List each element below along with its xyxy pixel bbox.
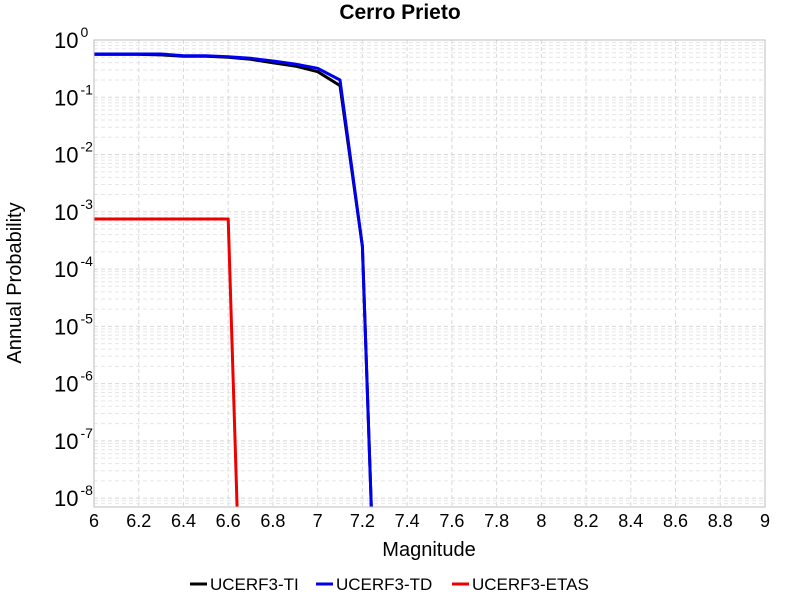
legend: UCERF3-TI UCERF3-TD UCERF3-ETAS [190, 575, 589, 594]
x-axis: 6 6.2 6.4 6.6 6.8 7 7.2 7.4 7.6 7.8 8 8.2 8.4 8.6 8.8 9 [89, 511, 770, 531]
x-tick-label: 8.8 [708, 511, 733, 531]
y-tick-base: 10 [54, 429, 78, 454]
y-tick-label: 10 -7 [54, 425, 93, 454]
x-tick-label: 6.8 [260, 511, 285, 531]
y-tick-label: 10 -4 [54, 253, 93, 282]
y-tick-exponent: -2 [80, 139, 93, 155]
x-tick-label: 6.2 [126, 511, 151, 531]
x-tick-label: 6 [89, 511, 99, 531]
y-tick-exponent: -3 [80, 196, 93, 212]
x-tick-label: 8 [536, 511, 546, 531]
x-axis-label: Magnitude [382, 539, 475, 561]
x-tick-label: 7 [313, 511, 323, 531]
y-tick-base: 10 [54, 372, 78, 397]
y-tick-exponent: -1 [80, 81, 93, 97]
y-tick-base: 10 [54, 200, 78, 225]
chart-title: Cerro Prieto [339, 1, 460, 24]
y-tick-exponent: -8 [80, 482, 93, 498]
x-tick-label: 6.6 [216, 511, 241, 531]
y-tick-base: 10 [54, 143, 78, 168]
y-tick-exponent: 0 [80, 24, 88, 40]
y-tick-label: 10 -8 [54, 482, 93, 511]
x-tick-label: 8.2 [574, 511, 599, 531]
y-tick-label: 10 -2 [54, 139, 93, 168]
x-tick-label: 7.2 [350, 511, 375, 531]
y-tick-base: 10 [54, 85, 78, 110]
y-tick-label: 10 -1 [54, 81, 93, 110]
series-line-ucerf3-td [94, 52, 373, 508]
series-line-ucerf3-etas [94, 217, 239, 508]
series-line-ucerf3-ti [94, 52, 373, 508]
x-tick-label: 7.8 [484, 511, 509, 531]
x-tick-label: 8.4 [618, 511, 643, 531]
x-tick-label: 9 [760, 511, 770, 531]
x-tick-label: 7.6 [439, 511, 464, 531]
legend-label-ucerf3-ti: UCERF3-TI [210, 575, 299, 594]
y-tick-label: 10 -6 [54, 368, 93, 397]
y-tick-exponent: -4 [80, 253, 93, 269]
y-tick-label: 10 -3 [54, 196, 93, 225]
plot-area [94, 52, 373, 508]
y-axis-label: Annual Probability [4, 202, 26, 363]
y-tick-base: 10 [54, 314, 78, 339]
x-tick-label: 7.4 [395, 511, 420, 531]
x-tick-label: 6.4 [171, 511, 196, 531]
plot-frame [93, 39, 766, 508]
y-tick-base: 10 [54, 486, 78, 511]
x-tick-label: 8.6 [663, 511, 688, 531]
legend-label-ucerf3-td: UCERF3-TD [336, 575, 432, 594]
y-tick-exponent: -6 [80, 368, 93, 384]
y-tick-label: 10 0 [54, 24, 88, 53]
y-tick-base: 10 [54, 28, 78, 53]
legend-label-ucerf3-etas: UCERF3-ETAS [472, 575, 589, 594]
y-tick-exponent: -7 [80, 425, 93, 441]
y-tick-exponent: -5 [80, 310, 93, 326]
y-tick-label: 10 -5 [54, 310, 93, 339]
grid [93, 39, 766, 508]
y-tick-base: 10 [54, 257, 78, 282]
